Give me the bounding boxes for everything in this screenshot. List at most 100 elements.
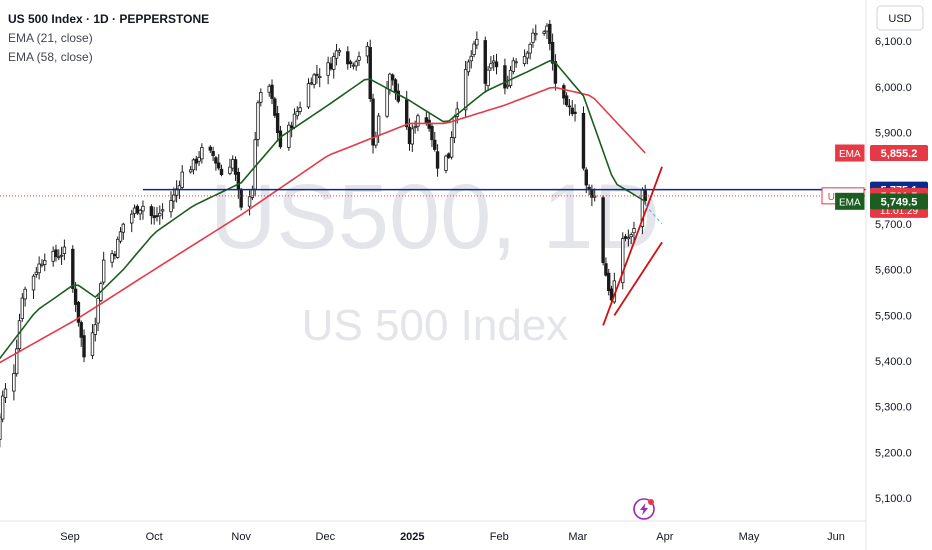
candle-up xyxy=(506,84,510,88)
candle-down xyxy=(348,61,353,65)
candle-up xyxy=(376,115,381,137)
candle-up xyxy=(449,137,454,158)
candle-up xyxy=(298,107,302,112)
candle-up xyxy=(31,275,36,291)
x-tick-label: Oct xyxy=(146,531,163,543)
candle-up xyxy=(172,194,176,202)
candle-up xyxy=(40,263,44,266)
candle-up xyxy=(295,111,299,117)
event-icon[interactable] xyxy=(633,498,655,520)
candle-down xyxy=(315,73,319,76)
candle-down xyxy=(54,249,58,257)
candle-up xyxy=(385,88,389,117)
candle-down xyxy=(217,162,221,169)
currency-label[interactable]: USD xyxy=(888,13,911,25)
candle-down xyxy=(233,159,238,175)
candle-up xyxy=(629,234,633,238)
x-tick-label: Dec xyxy=(316,531,336,543)
candle-up xyxy=(351,64,356,67)
ema21-line xyxy=(0,59,646,360)
candle-up xyxy=(508,69,513,87)
currency-button[interactable] xyxy=(876,5,924,31)
candle-down xyxy=(435,151,440,169)
candle-down xyxy=(270,84,274,99)
y-tick-label: 5,900.0 xyxy=(875,128,912,140)
candle-up xyxy=(0,416,2,440)
y-tick-label: 6,000.0 xyxy=(875,82,912,94)
candle-down xyxy=(393,79,398,93)
candle-down xyxy=(273,98,277,116)
candle-up xyxy=(188,169,193,173)
candle-down xyxy=(79,322,83,338)
candle-up xyxy=(287,124,291,148)
candle-down xyxy=(135,205,140,214)
candle-down xyxy=(564,95,569,106)
candle-down xyxy=(433,139,437,150)
candle-up xyxy=(191,159,196,171)
price-label[interactable]: EMA 5,855.2 xyxy=(835,144,928,162)
x-tick-label: 2025 xyxy=(400,531,424,543)
candle-up xyxy=(489,63,493,69)
candle-down xyxy=(194,158,198,164)
candle-down xyxy=(329,63,333,70)
candle-up xyxy=(37,263,41,274)
price-label-tag xyxy=(835,144,865,162)
candle-up xyxy=(20,297,25,319)
candle-up xyxy=(475,38,479,46)
candle-down xyxy=(239,189,243,208)
candle-down xyxy=(76,302,81,323)
candle-up xyxy=(365,45,370,57)
candle-up xyxy=(416,115,420,127)
candle-down xyxy=(219,168,224,176)
candle-up xyxy=(318,76,322,78)
candle-up xyxy=(472,43,476,55)
indicator-ema21[interactable]: EMA (21, close) xyxy=(8,31,93,45)
channel-upper-line[interactable] xyxy=(602,166,663,326)
candle-up xyxy=(3,388,8,398)
candle-down xyxy=(483,40,487,84)
candle-up xyxy=(132,207,137,214)
candle-down xyxy=(427,119,431,129)
candle-up xyxy=(158,212,162,217)
price-labels: EMA5,855.25,775.1US5005,761.511:01:29EMA… xyxy=(821,144,928,218)
x-tick-label: Sep xyxy=(60,531,80,543)
channel-lower-line[interactable] xyxy=(613,241,663,316)
x-tick-label: Mar xyxy=(568,531,587,543)
candle-up xyxy=(410,128,415,145)
candle-up xyxy=(357,56,361,61)
price-label-value: 5,855.2 xyxy=(881,148,918,160)
candle-up xyxy=(413,126,417,129)
candle-down xyxy=(548,23,552,44)
candle-down xyxy=(553,61,558,84)
candle-up xyxy=(354,61,358,67)
candle-down xyxy=(407,126,412,145)
candle-up xyxy=(463,69,468,111)
price-label-box xyxy=(870,193,928,210)
candle-up xyxy=(96,298,100,324)
candle-up xyxy=(511,60,516,72)
x-tick-label: Jun xyxy=(827,531,845,543)
candle-down xyxy=(567,105,572,108)
candle-down xyxy=(289,125,294,129)
countdown-label: 11:01:29 xyxy=(880,206,919,217)
price-label[interactable]: EMA 5,749.5 xyxy=(835,192,928,210)
candle-up xyxy=(525,52,530,59)
candle-up xyxy=(337,50,342,53)
price-label-tag xyxy=(835,192,865,210)
price-label-tag-text: EMA xyxy=(839,197,861,208)
candle-up xyxy=(309,82,314,85)
candle-down xyxy=(149,206,154,217)
indicator-ema58[interactable]: EMA (58, close) xyxy=(8,50,93,64)
candle-up xyxy=(292,113,297,128)
candle-up xyxy=(62,246,67,254)
chart-title[interactable]: US 500 Index · 1D · PEPPERSTONE xyxy=(8,12,210,26)
x-tick-label: Nov xyxy=(231,531,251,543)
candle-up xyxy=(118,231,123,242)
candle-down xyxy=(390,74,395,81)
candle-down xyxy=(424,117,429,123)
candle-up xyxy=(197,156,201,162)
candle-down xyxy=(430,125,434,141)
